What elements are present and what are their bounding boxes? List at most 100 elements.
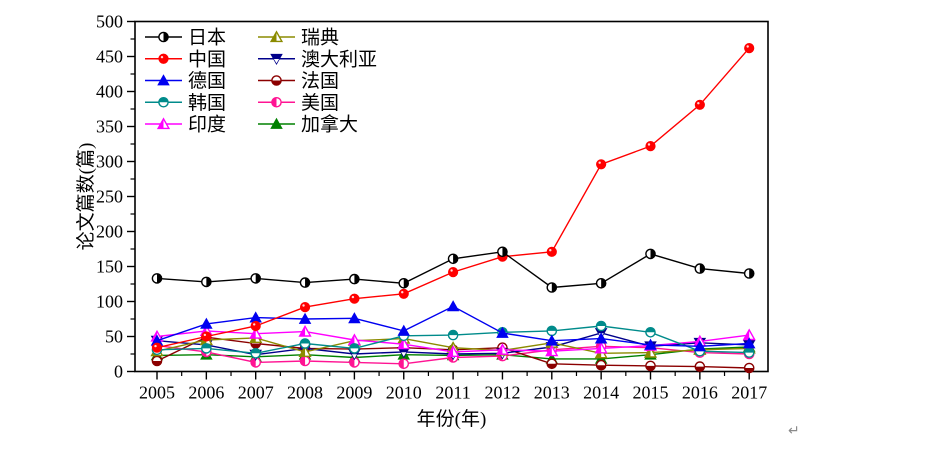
legend-label-germany: 德国 bbox=[188, 70, 226, 92]
data-point-korea bbox=[349, 343, 360, 354]
data-point-china bbox=[546, 246, 557, 257]
y-axis: 0 50 100 150 200 250 300 350 400 450 500 bbox=[96, 12, 135, 382]
y-tick-label: 250 bbox=[96, 187, 123, 207]
x-axis-title: 年份(年) bbox=[417, 408, 487, 430]
x-tick-label: 2014 bbox=[583, 383, 619, 403]
data-point-france bbox=[151, 355, 163, 367]
legend-item-china: 中国 bbox=[145, 48, 226, 70]
data-point-germany bbox=[496, 326, 509, 338]
data-point-india bbox=[594, 341, 608, 354]
data-point-china bbox=[744, 43, 755, 54]
data-point-china bbox=[201, 331, 212, 342]
data-point-china bbox=[349, 293, 360, 304]
legend-item-australia: 澳大利亚 bbox=[258, 48, 377, 70]
y-tick-label: 500 bbox=[96, 12, 123, 32]
sweden-marker-icon bbox=[269, 30, 284, 43]
data-point-china bbox=[299, 302, 311, 313]
y-tick-label: 200 bbox=[96, 222, 123, 242]
data-point-china bbox=[250, 320, 261, 332]
data-point-china bbox=[448, 267, 459, 278]
x-tick-label: 2008 bbox=[287, 383, 323, 403]
data-point-germany bbox=[594, 332, 608, 344]
data-point-japan bbox=[398, 277, 410, 289]
data-point-germany bbox=[298, 312, 312, 324]
x-axis: 2005 2006 2007 2008 2009 2010 2011 2012 2013 2014… bbox=[139, 371, 767, 403]
data-point-china bbox=[645, 141, 656, 152]
data-point-germany bbox=[397, 324, 411, 336]
data-point-germany bbox=[200, 317, 213, 329]
y-tick-label: 400 bbox=[96, 82, 123, 102]
legend-item-india: 印度 bbox=[145, 114, 226, 136]
data-point-france bbox=[595, 359, 607, 371]
y-tick-label: 450 bbox=[96, 47, 123, 67]
data-point-india bbox=[446, 345, 460, 357]
return-mark-icon: ↵ bbox=[788, 423, 800, 439]
legend-label-australia: 澳大利亚 bbox=[301, 48, 377, 70]
data-point-korea bbox=[299, 338, 311, 349]
y-tick-label: 150 bbox=[96, 257, 123, 277]
data-point-korea bbox=[250, 347, 261, 359]
plot-frame bbox=[134, 20, 769, 373]
x-tick-label: 2009 bbox=[336, 383, 372, 403]
legend-item-japan: 日本 bbox=[145, 27, 226, 49]
data-point-india bbox=[298, 324, 312, 337]
data-point-korea bbox=[447, 329, 459, 341]
data-point-india bbox=[545, 344, 559, 357]
y-tick-label: 350 bbox=[96, 117, 123, 137]
series-germany bbox=[150, 300, 756, 352]
legend-label-canada: 加拿大 bbox=[301, 113, 358, 136]
x-tick-label: 2015 bbox=[633, 383, 669, 403]
y-tick-label: 50 bbox=[105, 327, 123, 347]
data-point-germany bbox=[742, 337, 756, 349]
legend-item-usa: 美国 bbox=[258, 92, 339, 114]
legend-label-sweden: 瑞典 bbox=[301, 27, 339, 49]
legend-item-sweden: 瑞典 bbox=[258, 27, 339, 49]
usa-marker-icon bbox=[271, 96, 282, 108]
legend-item-france: 法国 bbox=[258, 70, 339, 92]
data-point-japan bbox=[595, 277, 607, 289]
data-point-korea bbox=[201, 343, 212, 354]
data-point-japan bbox=[447, 253, 459, 265]
data-point-france bbox=[546, 358, 558, 370]
x-tick-label: 2005 bbox=[139, 383, 175, 403]
data-point-korea bbox=[595, 320, 607, 332]
data-point-japan bbox=[250, 273, 261, 284]
data-point-usa bbox=[398, 358, 410, 370]
data-point-china bbox=[398, 288, 409, 299]
data-point-japan bbox=[201, 276, 212, 288]
legend-label-france: 法国 bbox=[301, 70, 339, 92]
data-point-japan bbox=[694, 263, 706, 274]
x-tick-label: 2006 bbox=[188, 383, 224, 403]
x-tick-label: 2017 bbox=[731, 383, 767, 403]
legend-label-usa: 美国 bbox=[301, 92, 339, 114]
data-point-japan bbox=[546, 282, 558, 293]
legend-item-canada: 加拿大 bbox=[258, 113, 358, 136]
x-tick-label: 2007 bbox=[238, 383, 274, 403]
data-point-france bbox=[645, 360, 656, 372]
data-point-japan bbox=[349, 273, 360, 285]
data-point-germany bbox=[644, 338, 657, 350]
data-point-france bbox=[694, 361, 706, 372]
germany-marker-icon bbox=[157, 74, 170, 86]
data-point-india bbox=[397, 337, 411, 350]
data-point-korea bbox=[546, 325, 558, 337]
france-marker-icon bbox=[271, 75, 282, 86]
canada-marker-icon bbox=[270, 117, 283, 129]
data-point-germany bbox=[446, 300, 460, 312]
data-point-japan bbox=[151, 273, 163, 284]
y-tick-label: 0 bbox=[114, 362, 123, 382]
data-point-germany bbox=[693, 340, 707, 352]
korea-marker-icon bbox=[158, 96, 169, 108]
x-tick-label: 2012 bbox=[484, 383, 520, 403]
x-tick-label: 2016 bbox=[682, 383, 718, 403]
india-marker-icon bbox=[156, 117, 171, 130]
data-point-germany bbox=[348, 312, 361, 324]
data-point-china bbox=[151, 342, 163, 353]
y-tick-label: 300 bbox=[96, 152, 123, 172]
x-tick-label: 2010 bbox=[386, 383, 422, 403]
series-china bbox=[151, 43, 755, 353]
data-point-china bbox=[694, 99, 705, 110]
